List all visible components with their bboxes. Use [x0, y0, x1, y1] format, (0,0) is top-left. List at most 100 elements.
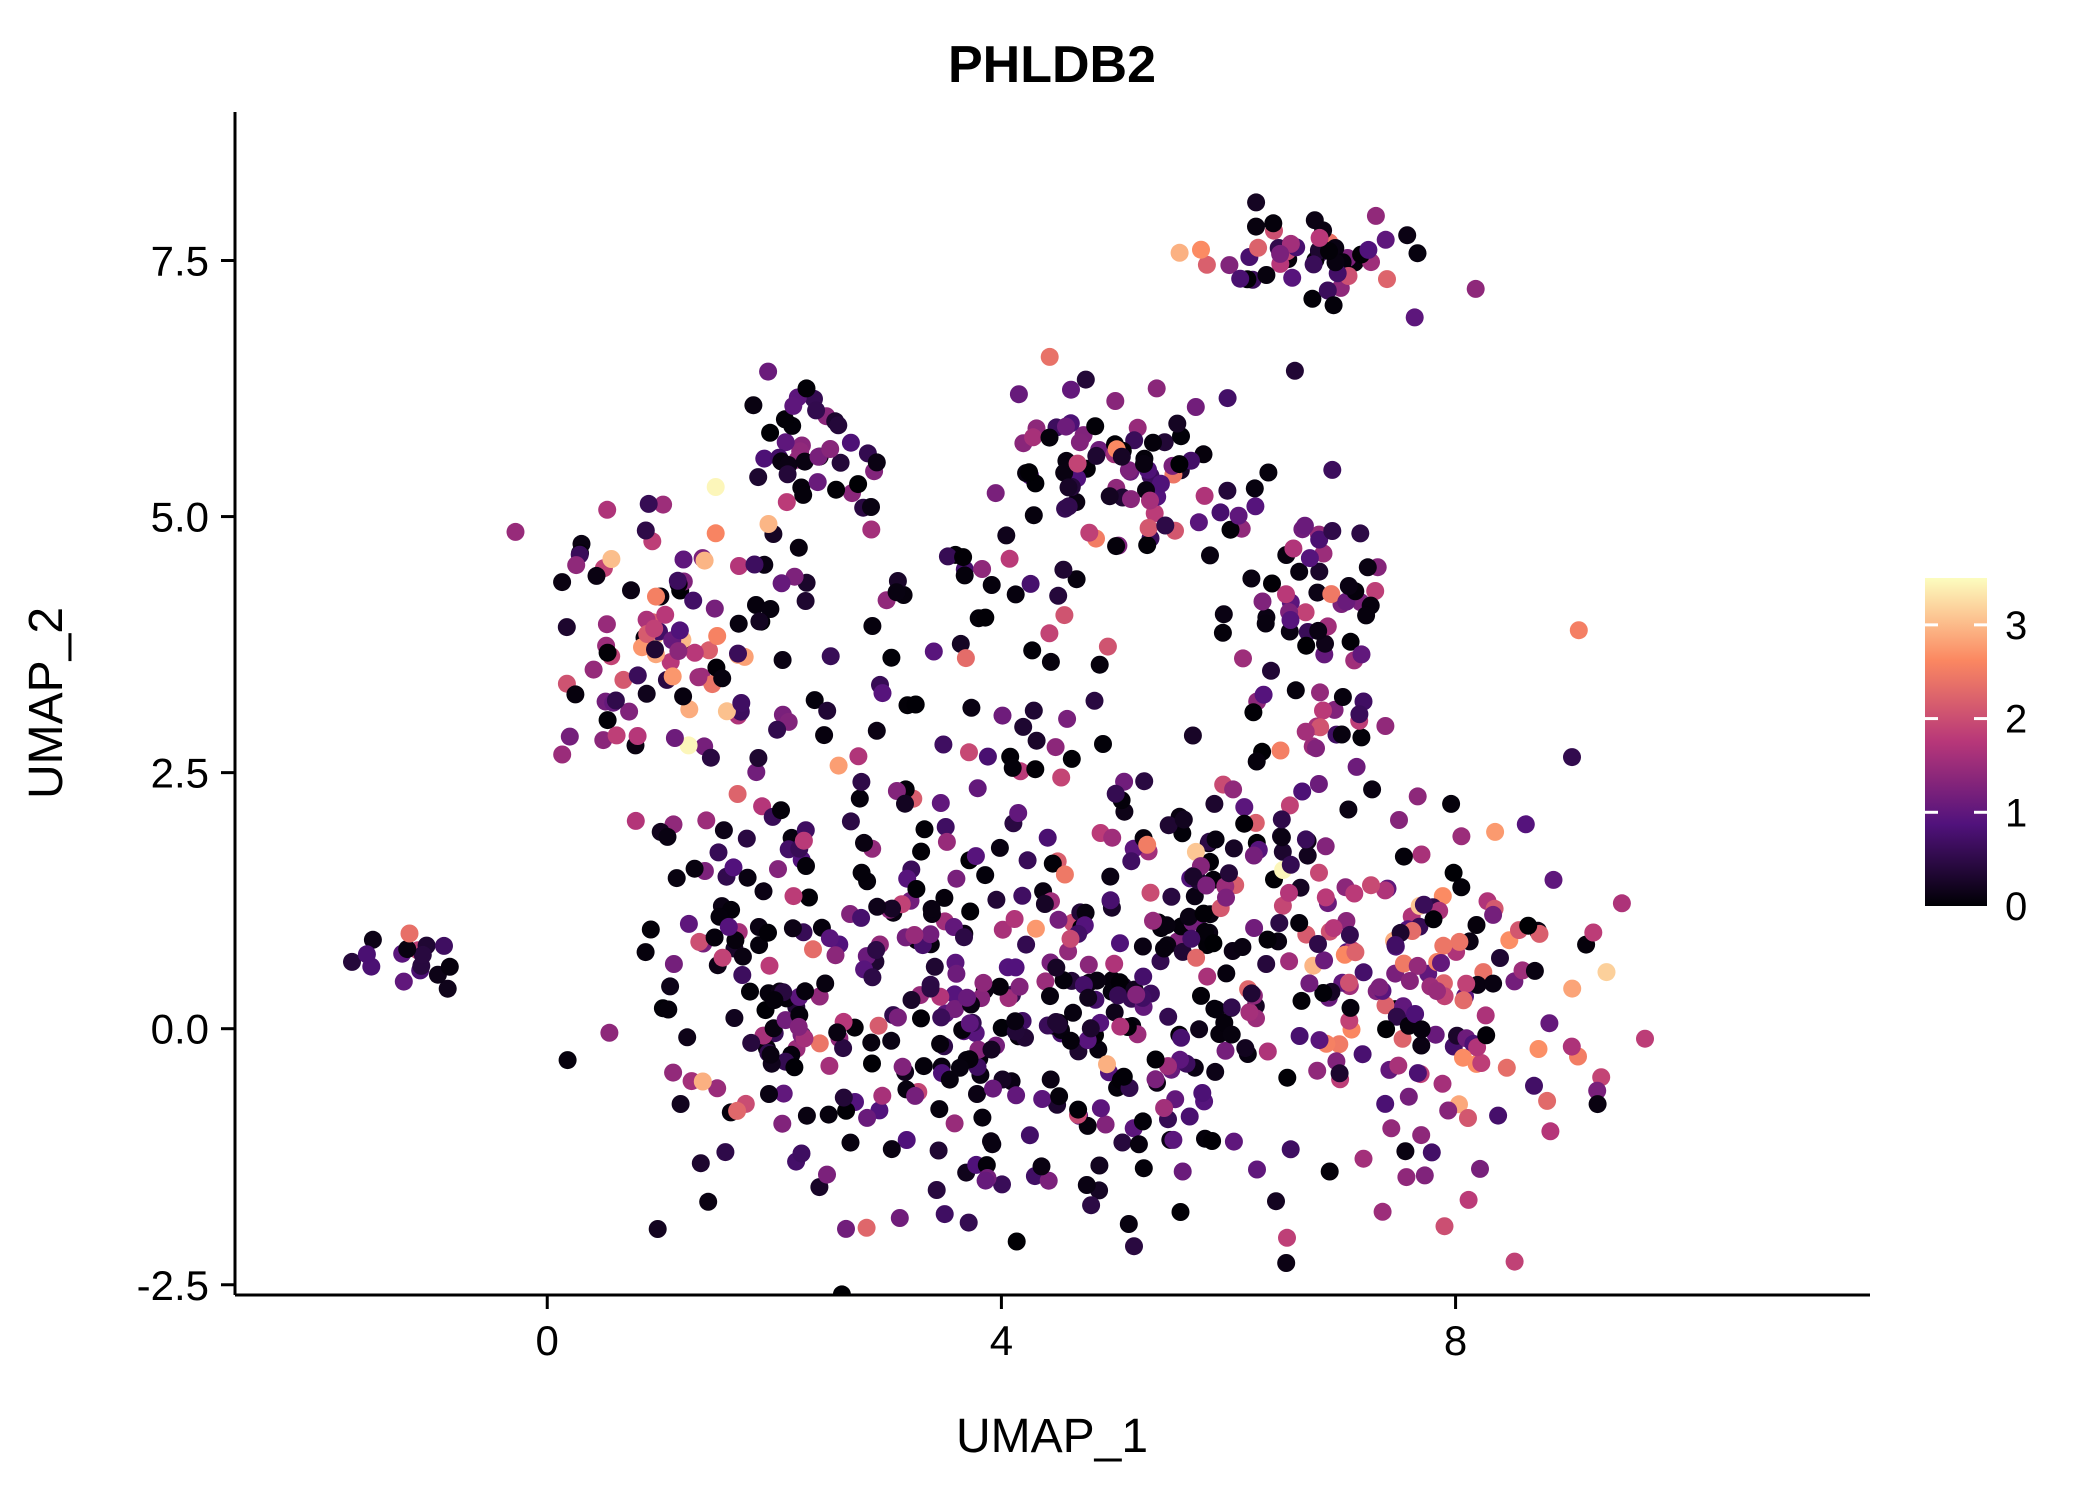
- data-point: [1220, 256, 1239, 275]
- data-point: [729, 644, 747, 663]
- data-point: [1014, 717, 1033, 736]
- data-point: [990, 838, 1009, 857]
- data-point: [1229, 506, 1248, 525]
- data-point: [945, 1000, 964, 1018]
- data-point: [713, 948, 732, 967]
- data-point: [669, 642, 688, 661]
- data-point: [1173, 1162, 1192, 1181]
- data-point: [1182, 929, 1201, 948]
- data-point: [598, 643, 617, 662]
- data-point: [1354, 1149, 1373, 1168]
- data-point: [768, 720, 787, 739]
- data-point: [1376, 996, 1395, 1015]
- data-point: [1249, 238, 1268, 257]
- data-point: [966, 847, 985, 866]
- data-point: [728, 1101, 747, 1120]
- data-point: [1450, 932, 1469, 951]
- data-point: [805, 691, 824, 710]
- data-point: [896, 794, 914, 813]
- data-point: [925, 957, 944, 976]
- data-point: [663, 667, 682, 686]
- data-point: [1290, 562, 1309, 581]
- data-point: [628, 727, 647, 745]
- data-point: [1280, 796, 1299, 815]
- data-point: [1244, 703, 1263, 722]
- data-point: [674, 550, 693, 569]
- colorbar-tick-label: 0: [2005, 885, 2027, 929]
- data-point: [1098, 1055, 1116, 1074]
- data-point: [1386, 936, 1405, 954]
- data-point: [1047, 958, 1066, 977]
- data-point: [862, 1033, 881, 1052]
- data-point: [1563, 979, 1582, 998]
- data-point: [1330, 1064, 1349, 1083]
- data-point: [1400, 972, 1419, 990]
- data-point: [1584, 923, 1603, 942]
- data-point: [1125, 431, 1144, 450]
- data-point: [935, 1205, 954, 1224]
- data-point: [713, 669, 732, 688]
- data-point: [1397, 1168, 1416, 1187]
- data-point: [1424, 910, 1443, 929]
- data-point: [1359, 240, 1378, 259]
- data-point: [973, 1108, 992, 1127]
- data-point: [1314, 544, 1333, 563]
- data-point: [1412, 1020, 1431, 1039]
- data-point: [1332, 725, 1351, 744]
- data-point: [947, 869, 966, 888]
- data-point: [1224, 780, 1243, 799]
- data-point: [1146, 1070, 1165, 1089]
- data-point: [1050, 1087, 1069, 1106]
- data-point: [1341, 998, 1360, 1017]
- data-point: [1198, 967, 1217, 986]
- data-point: [1091, 1099, 1110, 1118]
- data-point: [1018, 851, 1037, 870]
- data-point: [1006, 585, 1025, 604]
- data-point: [1105, 954, 1124, 973]
- data-point: [927, 1181, 946, 1199]
- data-point: [684, 591, 703, 610]
- data-point: [1284, 539, 1303, 558]
- data-point: [1234, 649, 1252, 668]
- x-tick-label: 8: [1444, 1317, 1467, 1364]
- data-point: [1190, 1020, 1209, 1039]
- data-point: [598, 500, 617, 519]
- data-point: [1292, 991, 1311, 1010]
- data-point: [1146, 1050, 1165, 1069]
- data-point: [1295, 516, 1314, 535]
- data-point: [636, 521, 655, 540]
- data-point: [699, 1192, 718, 1211]
- data-point: [1058, 709, 1077, 728]
- data-point: [1310, 530, 1329, 549]
- data-point: [1309, 935, 1327, 953]
- data-point: [628, 666, 647, 685]
- data-point: [730, 557, 748, 575]
- data-point: [850, 789, 869, 808]
- data-point: [1162, 887, 1181, 906]
- y-tick-label: 5.0: [151, 494, 209, 541]
- data-point: [689, 668, 708, 687]
- data-point: [976, 608, 995, 627]
- data-point: [733, 966, 752, 984]
- data-point: [1054, 560, 1073, 579]
- data-point: [1472, 1054, 1491, 1072]
- data-point: [1204, 934, 1223, 953]
- data-point: [1105, 1003, 1124, 1022]
- data-point: [622, 581, 640, 600]
- data-point: [1396, 1142, 1415, 1161]
- data-point: [945, 1114, 964, 1133]
- data-point: [750, 612, 769, 631]
- data-point: [1062, 380, 1080, 399]
- data-point: [714, 821, 733, 840]
- data-point: [819, 1105, 838, 1124]
- data-point: [706, 478, 725, 496]
- data-point: [1009, 804, 1028, 822]
- data-point: [789, 538, 808, 557]
- data-point: [1003, 758, 1022, 777]
- data-point: [1069, 1100, 1088, 1119]
- data-point: [1119, 1215, 1138, 1233]
- data-point: [1134, 967, 1153, 986]
- data-point: [1197, 876, 1216, 895]
- data-point: [755, 449, 774, 468]
- data-point: [1373, 1202, 1392, 1221]
